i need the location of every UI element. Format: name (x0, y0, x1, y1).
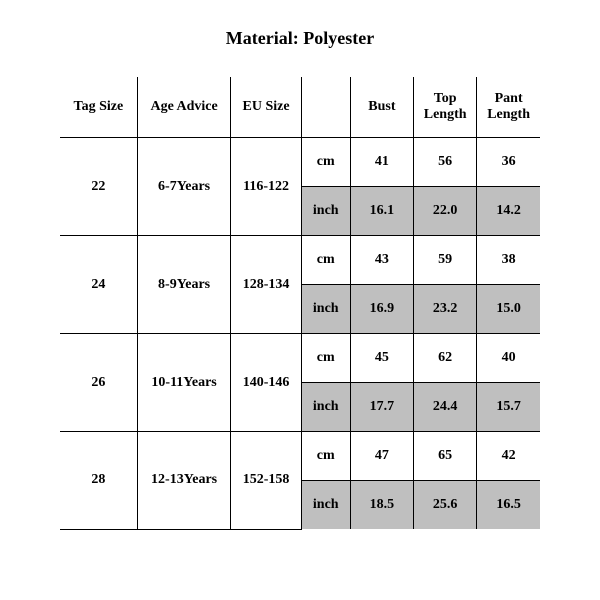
table-row: 26 10-11Years 140-146 cm 45 62 40 (60, 334, 540, 383)
cell-bust: 45 (350, 334, 413, 383)
cell-unit: cm (301, 334, 350, 383)
cell-top: 23.2 (414, 285, 477, 334)
table-row: 28 12-13Years 152-158 cm 47 65 42 (60, 432, 540, 481)
cell-age: 12-13Years (137, 432, 231, 530)
table-row: 24 8-9Years 128-134 cm 43 59 38 (60, 236, 540, 285)
cell-tag: 22 (60, 138, 137, 236)
cell-bust: 16.9 (350, 285, 413, 334)
cell-bust: 43 (350, 236, 413, 285)
col-eu-size: EU Size (231, 77, 301, 138)
cell-age: 10-11Years (137, 334, 231, 432)
cell-pant: 15.0 (477, 285, 540, 334)
table-row: 22 6-7Years 116-122 cm 41 56 36 (60, 138, 540, 187)
cell-unit: inch (301, 383, 350, 432)
cell-unit: cm (301, 236, 350, 285)
col-bust: Bust (350, 77, 413, 138)
cell-unit: inch (301, 187, 350, 236)
cell-top: 25.6 (414, 481, 477, 530)
cell-bust: 16.1 (350, 187, 413, 236)
cell-top: 59 (414, 236, 477, 285)
cell-pant: 15.7 (477, 383, 540, 432)
col-unit (301, 77, 350, 138)
cell-tag: 28 (60, 432, 137, 530)
cell-eu: 152-158 (231, 432, 301, 530)
header-row: Tag Size Age Advice EU Size Bust Top Len… (60, 77, 540, 138)
col-age-advice: Age Advice (137, 77, 231, 138)
cell-unit: inch (301, 481, 350, 530)
cell-age: 6-7Years (137, 138, 231, 236)
cell-pant: 40 (477, 334, 540, 383)
cell-eu: 116-122 (231, 138, 301, 236)
cell-tag: 26 (60, 334, 137, 432)
cell-eu: 128-134 (231, 236, 301, 334)
cell-bust: 41 (350, 138, 413, 187)
cell-pant: 36 (477, 138, 540, 187)
cell-bust: 18.5 (350, 481, 413, 530)
cell-eu: 140-146 (231, 334, 301, 432)
cell-tag: 24 (60, 236, 137, 334)
cell-unit: cm (301, 138, 350, 187)
col-tag-size: Tag Size (60, 77, 137, 138)
size-table: Tag Size Age Advice EU Size Bust Top Len… (60, 77, 540, 530)
cell-top: 65 (414, 432, 477, 481)
cell-top: 56 (414, 138, 477, 187)
cell-unit: cm (301, 432, 350, 481)
cell-top: 62 (414, 334, 477, 383)
cell-pant: 14.2 (477, 187, 540, 236)
cell-pant: 16.5 (477, 481, 540, 530)
cell-bust: 17.7 (350, 383, 413, 432)
cell-top: 22.0 (414, 187, 477, 236)
cell-top: 24.4 (414, 383, 477, 432)
cell-unit: inch (301, 285, 350, 334)
cell-age: 8-9Years (137, 236, 231, 334)
page-title: Material: Polyester (60, 28, 540, 49)
cell-pant: 42 (477, 432, 540, 481)
col-top-length: Top Length (414, 77, 477, 138)
size-chart: Material: Polyester Tag Size Age Advice … (0, 0, 600, 530)
cell-bust: 47 (350, 432, 413, 481)
cell-pant: 38 (477, 236, 540, 285)
col-pant-length: Pant Length (477, 77, 540, 138)
